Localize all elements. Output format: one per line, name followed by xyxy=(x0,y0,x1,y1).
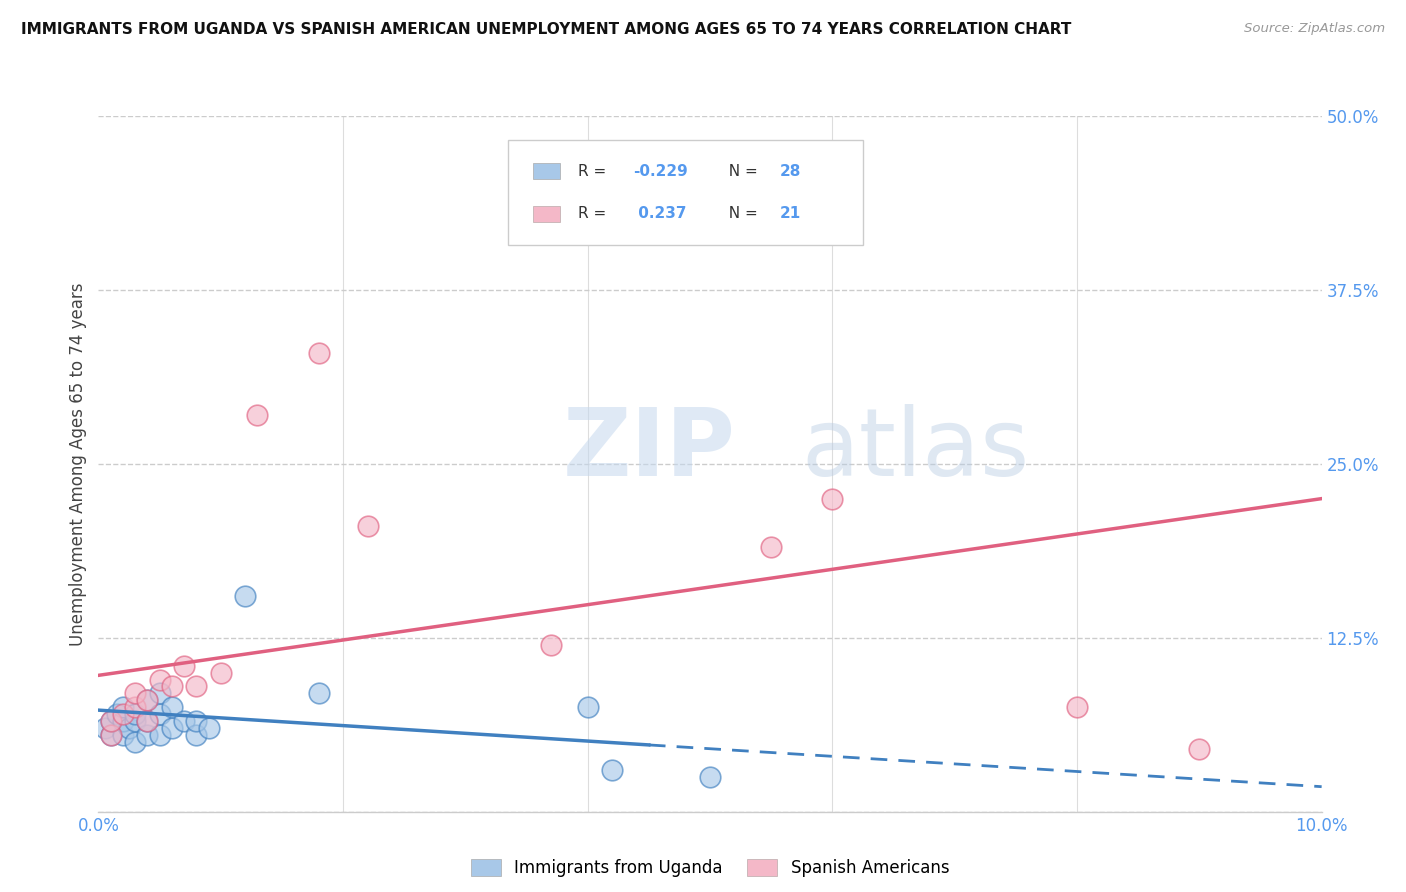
Point xyxy=(1066,700,1088,714)
Point xyxy=(93,721,115,735)
Point xyxy=(149,673,172,687)
Point xyxy=(111,707,134,722)
Point xyxy=(600,763,623,777)
Point xyxy=(356,519,378,533)
Text: N =: N = xyxy=(718,206,762,221)
Point xyxy=(149,707,172,722)
FancyBboxPatch shape xyxy=(533,163,560,178)
Text: R =: R = xyxy=(578,163,612,178)
Point xyxy=(308,686,330,700)
Point xyxy=(233,589,256,603)
Point xyxy=(111,714,134,729)
Point xyxy=(136,714,159,729)
Text: R =: R = xyxy=(578,206,612,221)
Point xyxy=(173,714,195,729)
Point xyxy=(160,700,183,714)
Point xyxy=(124,735,146,749)
Point xyxy=(100,728,122,742)
Point xyxy=(118,721,141,735)
Point xyxy=(160,680,183,694)
Point xyxy=(100,728,122,742)
Point xyxy=(186,680,208,694)
Point xyxy=(197,721,219,735)
Y-axis label: Unemployment Among Ages 65 to 74 years: Unemployment Among Ages 65 to 74 years xyxy=(69,282,87,646)
Point xyxy=(246,408,269,422)
Point xyxy=(124,714,146,729)
Point xyxy=(105,707,128,722)
Text: IMMIGRANTS FROM UGANDA VS SPANISH AMERICAN UNEMPLOYMENT AMONG AGES 65 TO 74 YEAR: IMMIGRANTS FROM UGANDA VS SPANISH AMERIC… xyxy=(21,22,1071,37)
Point xyxy=(308,345,330,359)
Point xyxy=(111,728,134,742)
Point xyxy=(600,186,623,200)
Legend: Immigrants from Uganda, Spanish Americans: Immigrants from Uganda, Spanish American… xyxy=(464,852,956,883)
Point xyxy=(186,714,208,729)
Point xyxy=(1188,742,1211,756)
Point xyxy=(136,728,159,742)
Point xyxy=(699,770,721,784)
Point xyxy=(173,658,195,673)
Text: 28: 28 xyxy=(780,163,801,178)
Point xyxy=(124,707,146,722)
Point xyxy=(124,700,146,714)
Point xyxy=(149,686,172,700)
Point xyxy=(149,728,172,742)
Text: 21: 21 xyxy=(780,206,801,221)
Text: -0.229: -0.229 xyxy=(633,163,688,178)
FancyBboxPatch shape xyxy=(508,140,863,244)
Point xyxy=(100,714,122,729)
Text: 0.237: 0.237 xyxy=(633,206,686,221)
Text: Source: ZipAtlas.com: Source: ZipAtlas.com xyxy=(1244,22,1385,36)
FancyBboxPatch shape xyxy=(533,206,560,221)
Point xyxy=(100,714,122,729)
Point xyxy=(576,700,599,714)
Point xyxy=(111,700,134,714)
Point xyxy=(136,693,159,707)
Point xyxy=(160,721,183,735)
Text: ZIP: ZIP xyxy=(564,404,737,496)
Point xyxy=(540,638,562,652)
Point xyxy=(124,686,146,700)
Point xyxy=(136,714,159,729)
Point xyxy=(821,491,844,506)
Point xyxy=(136,693,159,707)
Point xyxy=(209,665,232,680)
Text: N =: N = xyxy=(718,163,762,178)
Text: atlas: atlas xyxy=(801,404,1031,496)
Point xyxy=(759,541,782,555)
Point xyxy=(186,728,208,742)
